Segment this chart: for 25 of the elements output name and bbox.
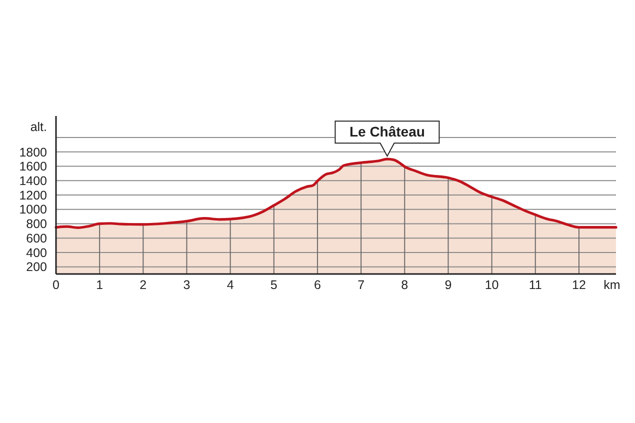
- x-tick-label: 6: [314, 278, 321, 292]
- x-tick-label: 7: [358, 278, 365, 292]
- annotation: Le Château: [349, 124, 425, 140]
- y-tick-label: 1600: [19, 160, 48, 174]
- x-tick-label: 3: [183, 278, 190, 292]
- y-tick-label: 600: [26, 231, 48, 246]
- y-tick-label: 1800: [19, 145, 48, 160]
- x-tick-label: 0: [52, 278, 60, 292]
- x-tick-label: 10: [484, 278, 499, 292]
- x-axis-title: km: [604, 278, 620, 292]
- x-tick-label: 4: [226, 278, 234, 292]
- x-tick-label: 12: [572, 278, 586, 292]
- y-tick-label: 400: [26, 246, 48, 260]
- x-tick-label: 5: [270, 278, 278, 292]
- x-tick-label: 2: [140, 278, 147, 292]
- y-axis-title: alt.: [30, 120, 47, 134]
- y-tick-label: 200: [26, 260, 48, 274]
- x-tick-label: 11: [528, 278, 542, 292]
- y-tick-label: 1400: [19, 174, 48, 188]
- x-tick-label: 9: [444, 278, 452, 292]
- y-tick-label: 800: [26, 217, 48, 232]
- x-tick-label: 1: [96, 278, 104, 292]
- x-tick-label: 8: [401, 278, 408, 292]
- y-tick-label: 1200: [19, 188, 48, 202]
- y-tick-label: 1000: [19, 202, 48, 217]
